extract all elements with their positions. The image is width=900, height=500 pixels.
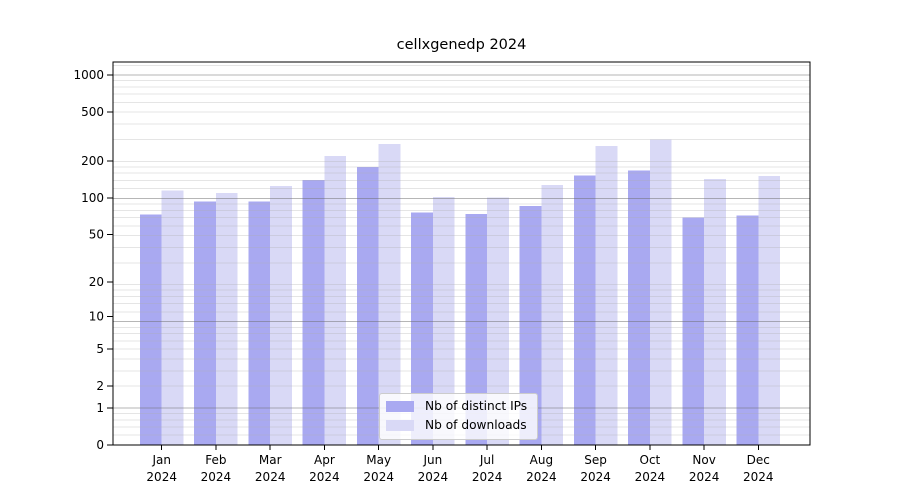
bar-nb-of-distinct-ips-may xyxy=(357,166,379,445)
y-tick-label: 200 xyxy=(81,154,104,168)
x-tick-label-month: Jun xyxy=(423,453,443,467)
bar-nb-of-distinct-ips-oct xyxy=(628,170,650,445)
chart-title: cellxgenedp 2024 xyxy=(396,37,527,53)
legend: Nb of distinct IPs Nb of downloads xyxy=(379,393,539,440)
bar-nb-of-distinct-ips-sep xyxy=(573,175,596,445)
bar-nb-of-distinct-ips-aug xyxy=(519,205,542,445)
x-tick-label-month: Sep xyxy=(584,453,607,467)
plot-area-border xyxy=(112,61,811,446)
bar-nb-of-distinct-ips-mar xyxy=(248,201,271,445)
bar-nb-of-downloads-nov xyxy=(704,179,726,445)
bar-nb-of-downloads-sep xyxy=(595,146,618,445)
bar-nb-of-distinct-ips-apr xyxy=(302,180,325,445)
bar-nb-of-downloads-dec xyxy=(758,176,780,445)
bar-nb-of-downloads-jul xyxy=(487,197,509,445)
bar-nb-of-downloads-oct xyxy=(649,139,672,445)
bar-nb-of-distinct-ips-jun xyxy=(411,212,433,445)
legend-entry-distinct-ips: Nb of distinct IPs xyxy=(386,399,527,414)
x-tick-label-month: Feb xyxy=(205,453,226,467)
legend-label-distinct-ips: Nb of distinct IPs xyxy=(425,399,528,413)
bar-nb-of-distinct-ips-nov xyxy=(682,217,705,445)
bar-nb-of-downloads-feb xyxy=(215,192,238,445)
bar-nb-of-distinct-ips-dec xyxy=(736,215,759,445)
bar-nb-of-downloads-apr xyxy=(324,155,347,445)
x-tick-label-month: Mar xyxy=(259,453,282,467)
bar-nb-of-distinct-ips-feb xyxy=(194,201,216,445)
legend-entry-downloads: Nb of downloads xyxy=(386,418,527,433)
x-tick-label-year: 2024 xyxy=(526,470,557,484)
y-tick-label: 2 xyxy=(96,379,104,393)
x-tick-label-year: 2024 xyxy=(418,470,449,484)
bar-nb-of-downloads-jan xyxy=(161,190,184,445)
x-tick-label-year: 2024 xyxy=(255,470,286,484)
y-tick-label: 20 xyxy=(89,275,104,289)
x-tick-label-month: Oct xyxy=(640,453,661,467)
x-tick-label-year: 2024 xyxy=(201,470,232,484)
x-tick-label-month: May xyxy=(366,453,391,467)
x-tick-label-year: 2024 xyxy=(472,470,503,484)
x-tick-label-year: 2024 xyxy=(743,470,774,484)
legend-swatch-downloads xyxy=(386,420,414,431)
x-tick-label-year: 2024 xyxy=(309,470,340,484)
legend-label-downloads: Nb of downloads xyxy=(425,418,527,432)
y-tick-label: 1 xyxy=(96,401,104,415)
x-tick-label-month: Nov xyxy=(692,453,715,467)
bar-nb-of-downloads-may xyxy=(378,144,401,445)
x-tick-label-year: 2024 xyxy=(363,470,394,484)
x-tick-label-month: Aug xyxy=(530,453,553,467)
bar-nb-of-distinct-ips-jul xyxy=(465,213,488,445)
bar-nb-of-distinct-ips-jan xyxy=(140,214,162,445)
y-tick-label: 50 xyxy=(89,228,104,242)
x-tick-label-year: 2024 xyxy=(689,470,720,484)
y-tick-label: 5 xyxy=(96,342,104,356)
y-tick-label: 1000 xyxy=(73,68,104,82)
bar-nb-of-downloads-aug xyxy=(541,184,564,446)
x-tick-label-month: Dec xyxy=(747,453,770,467)
legend-swatch-distinct-ips xyxy=(386,401,414,412)
y-tick-label: 100 xyxy=(81,191,104,205)
y-tick-label: 0 xyxy=(96,438,104,452)
x-tick-label-month: Jan xyxy=(151,453,171,467)
x-tick-label-month: Jul xyxy=(479,453,494,467)
y-tick-label: 10 xyxy=(89,310,104,324)
bar-nb-of-downloads-jun xyxy=(432,196,455,445)
bar-nb-of-downloads-mar xyxy=(270,186,292,445)
y-tick-label: 500 xyxy=(81,105,104,119)
x-tick-label-year: 2024 xyxy=(580,470,611,484)
x-tick-label-year: 2024 xyxy=(635,470,666,484)
x-tick-label-month: Apr xyxy=(314,453,335,467)
x-tick-label-year: 2024 xyxy=(146,470,177,484)
